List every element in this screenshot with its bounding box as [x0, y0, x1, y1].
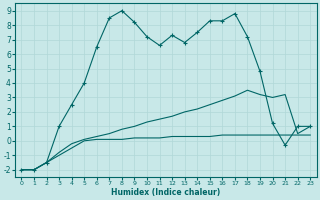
X-axis label: Humidex (Indice chaleur): Humidex (Indice chaleur): [111, 188, 220, 197]
